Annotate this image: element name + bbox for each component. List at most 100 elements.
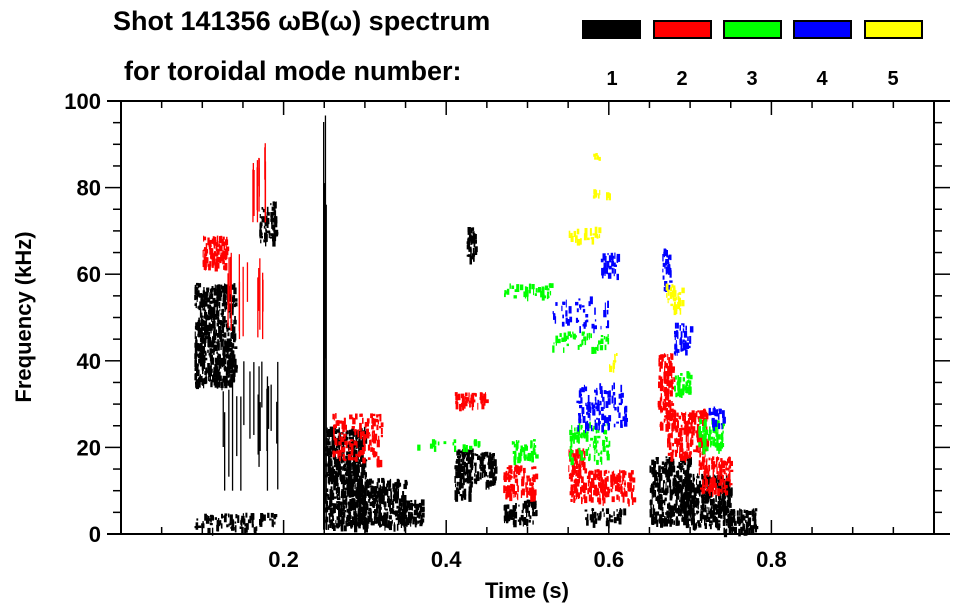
- spectrum-mark: [226, 355, 229, 358]
- spectrum-mark: [265, 238, 267, 247]
- spectrum-mark: [622, 470, 626, 478]
- spectrum-mark: [591, 346, 594, 354]
- spectrum-mark: [200, 315, 203, 323]
- spectrum-mark: [370, 447, 374, 452]
- spectrum-mark: [232, 360, 235, 368]
- spectrum-mark: [668, 268, 672, 275]
- spectrum-mark: [195, 522, 199, 530]
- spectrum-mark: [611, 496, 615, 503]
- spectrum-mark: [681, 437, 683, 442]
- spectrum-mark: [349, 414, 353, 420]
- spectrum-mark: [431, 439, 436, 448]
- spectrum-mark: [470, 481, 473, 486]
- spectrum-mark: [612, 392, 616, 396]
- spectrum-mark: [663, 385, 665, 393]
- spectrum-mark: [219, 377, 222, 382]
- spectrum-mark: [367, 515, 371, 523]
- spectrum-mark: [606, 265, 608, 269]
- spectrum-mark: [667, 441, 669, 448]
- spectrum-mark: [328, 435, 330, 440]
- spectrum-mark: [581, 496, 583, 505]
- spectrum-mark: [663, 398, 666, 402]
- spectrum-mark: [730, 469, 734, 472]
- spectrum-mark: [673, 415, 676, 422]
- spectrum-mark: [376, 482, 379, 489]
- spectrum-mark: [203, 256, 207, 260]
- spectrum-mark: [429, 443, 434, 449]
- spectrum-mark: [569, 473, 573, 477]
- spectrum-mark: [207, 342, 210, 345]
- spectrum-mark: [655, 514, 658, 521]
- spectrum-mark: [350, 524, 353, 528]
- spectrum-mark: [217, 354, 221, 360]
- spectrum-mark: [743, 529, 747, 536]
- spectrum-mark: [230, 361, 233, 365]
- spectrum-mark: [721, 484, 723, 490]
- spectrum-mark: [688, 457, 692, 465]
- spectrum-mark: [671, 403, 675, 406]
- spectrum-mark: [729, 497, 731, 501]
- spectrum-mark: [674, 349, 676, 356]
- spectrum-mark: [690, 482, 694, 490]
- spectrum-mark: [532, 466, 537, 469]
- spectrum-mark: [659, 354, 664, 359]
- spectrum-mark: [672, 377, 674, 381]
- spectrum-mark: [461, 466, 463, 472]
- spectrum-mark: [720, 423, 723, 426]
- spectrum-mark: [521, 488, 525, 496]
- spectrum-mark: [716, 458, 718, 466]
- spectrum-mark: [682, 515, 684, 518]
- spectrum-mark: [613, 255, 615, 259]
- spectrum-mark: [699, 462, 703, 470]
- spectrum-mark: [722, 497, 724, 502]
- spectrum-mark: [722, 410, 725, 418]
- spectrum-mark: [604, 477, 607, 486]
- spectrum-mark: [468, 471, 472, 478]
- spectrum-mark: [354, 475, 357, 478]
- spectrum-mark: [518, 470, 521, 475]
- spectrum-mark: [259, 224, 261, 232]
- spectrum-mark: [668, 471, 670, 479]
- spectrum-mark: [328, 477, 330, 485]
- spectrum-mark: [383, 484, 385, 490]
- spectrum-mark: [465, 445, 468, 453]
- spectrum-mark: [580, 393, 582, 397]
- spectrum-mark: [620, 470, 624, 474]
- spectrum-mark: [605, 520, 609, 527]
- spectrum-mark: [342, 505, 346, 510]
- spectrum-mark: [692, 484, 695, 491]
- spectrum-mark: [403, 497, 407, 505]
- spectrum-mark: [687, 428, 690, 435]
- spectrum-mark: [363, 472, 365, 476]
- spectrum-mark: [204, 248, 207, 257]
- spectrum-mark: [324, 495, 327, 503]
- spectrum-mark: [198, 290, 200, 295]
- spectrum-mark: [392, 483, 395, 489]
- spectrum-mark: [586, 519, 589, 526]
- spectrum-mark: [482, 453, 484, 459]
- spectrum-mark: [678, 415, 682, 420]
- spectrum-mark: [339, 473, 341, 480]
- spectrum-mark: [688, 345, 691, 349]
- spectrum-mark: [610, 489, 613, 493]
- spectrum-mark: [594, 486, 598, 494]
- spectrum-mark: [582, 324, 585, 327]
- y-tick-label: 60: [77, 262, 101, 287]
- spectrum-mark: [668, 462, 670, 465]
- spectrum-mark: [481, 458, 485, 461]
- spectrum-mark: [716, 409, 718, 417]
- spectrum-mark: [665, 283, 669, 291]
- spectrum-mark: [679, 499, 681, 503]
- spectrum-mark: [606, 476, 609, 482]
- spectrum-mark: [329, 451, 332, 458]
- spectrum-mark: [504, 517, 505, 524]
- spectrum-mark: [650, 504, 652, 509]
- spectrum-mark: [585, 425, 587, 434]
- spectrum-mark: [670, 382, 673, 387]
- spectrum-mark: [271, 206, 275, 211]
- spectrum-mark: [509, 465, 513, 469]
- spectrum-mark: [198, 327, 202, 335]
- spectrum-mark: [630, 470, 634, 475]
- spectrum-mark: [207, 367, 211, 375]
- spectrum-mark: [531, 466, 534, 470]
